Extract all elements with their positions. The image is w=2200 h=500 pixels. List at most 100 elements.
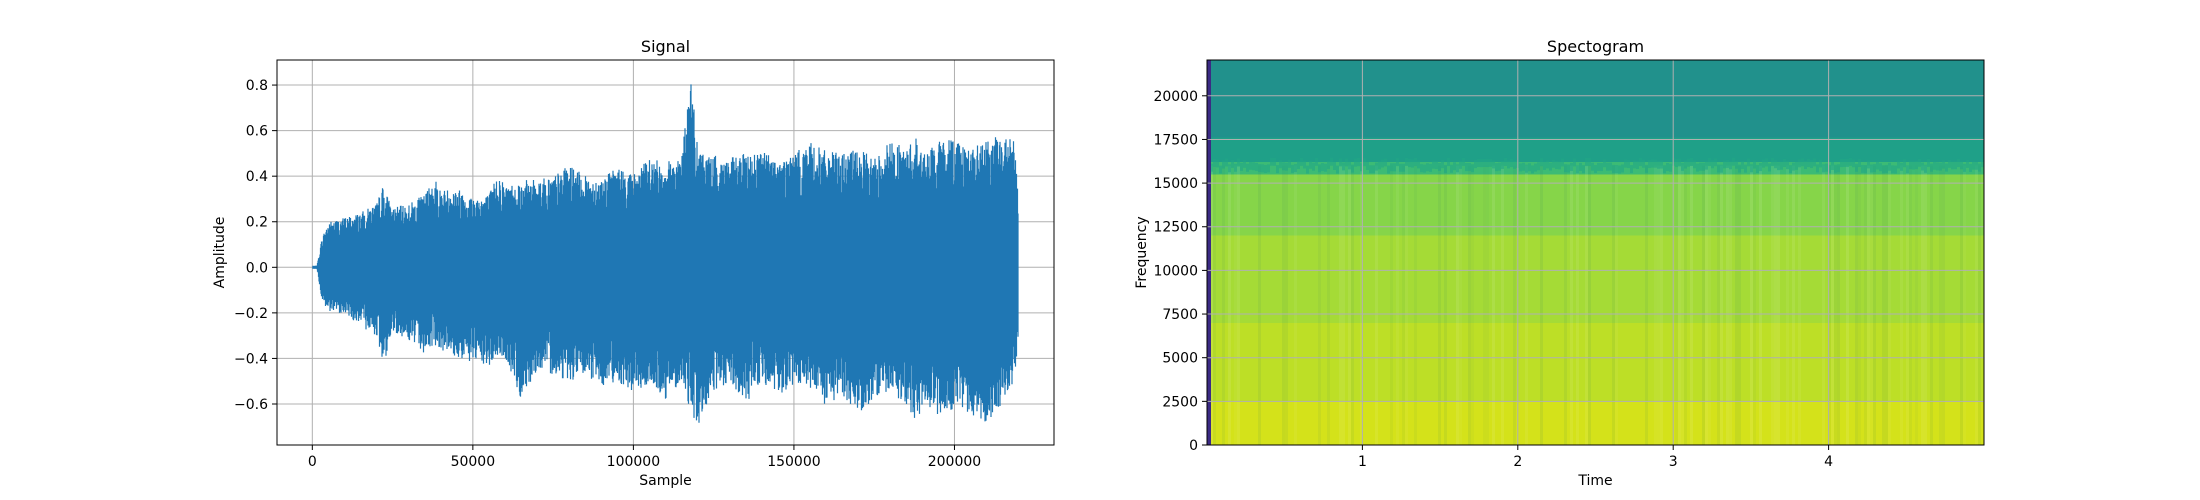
spectrogram-time-column <box>1645 165 1648 445</box>
spectrogram-cutoff-texture <box>1258 164 1261 173</box>
spectrogram-time-column <box>1468 165 1471 445</box>
spectrogram-cutoff-texture <box>1918 158 1921 167</box>
spectrogram-time-column <box>1459 165 1462 445</box>
spectrogram-cutoff-texture <box>1981 159 1984 168</box>
spectrogram-cutoff-texture <box>1288 159 1291 168</box>
spectrogram-cutoff-texture <box>1642 159 1645 168</box>
signal-x-tick-label: 100000 <box>607 454 660 470</box>
spectrogram-time-column <box>1660 165 1663 445</box>
spectrogram-time-column <box>1444 165 1447 445</box>
spectrogram-cutoff-texture <box>1414 158 1417 167</box>
spectrogram-cutoff-texture <box>1837 164 1840 173</box>
spectrogram-cutoff-texture <box>1915 161 1918 170</box>
spectrogram-cutoff-texture <box>1438 163 1441 172</box>
spectrogram-cutoff-texture <box>1228 164 1231 173</box>
spectrogram-cutoff-texture <box>1921 162 1924 171</box>
spectrogram-cutoff-texture <box>1633 160 1636 169</box>
spectrogram-cutoff-texture <box>1789 165 1792 174</box>
spectrogram-cutoff-texture <box>1222 160 1225 169</box>
spectrogram-time-column <box>1588 165 1591 445</box>
spectrogram-time-column <box>1228 165 1231 445</box>
spectrogram-leading-edge <box>1207 60 1211 445</box>
spectrogram-cutoff-texture <box>1318 164 1321 173</box>
signal-y-tick-label: 0.2 <box>246 215 268 231</box>
spectrogram-time-column <box>1975 165 1978 445</box>
spectrogram-time-column <box>1615 165 1618 445</box>
spectrogram-cutoff-texture <box>1603 159 1606 168</box>
spectrogram-time-column <box>1921 165 1924 445</box>
spectrogram-cutoff-texture <box>1924 164 1927 173</box>
spectrogram-time-column <box>1729 165 1732 445</box>
spectrogram-cutoff-texture <box>1240 162 1243 171</box>
spectrogram-time-column <box>1726 165 1729 445</box>
spectrogram-time-column <box>1360 165 1363 445</box>
signal-y-tick-label: 0.8 <box>246 78 268 94</box>
spectrogram-cutoff-texture <box>1501 160 1504 169</box>
spectrogram-cutoff-texture <box>1741 160 1744 169</box>
spectrogram-time-column <box>1390 165 1393 445</box>
spectrogram-cutoff-texture <box>1960 161 1963 170</box>
spectrogram-cutoff-texture <box>1783 158 1786 167</box>
spectrogram-panel: Spectogram 1 2 3 4 0 2500 5000 7500 10000 12500 1… <box>1134 37 1985 489</box>
spectrogram-x-tick-label: 2 <box>1513 454 1522 470</box>
spectrogram-cutoff-texture <box>1951 161 1954 170</box>
spectrogram-time-column <box>1867 165 1870 445</box>
spectrogram-cutoff-texture <box>1723 160 1726 169</box>
spectrogram-axes-frame <box>1206 59 1985 446</box>
spectrogram-y-tick-label: 12500 <box>1153 220 1198 236</box>
spectrogram-cutoff-texture <box>1861 164 1864 173</box>
spectrogram-cutoff-texture <box>1894 165 1897 174</box>
signal-panel: Signal 0 50000 100000 150000 200000 −0.6 −0.4… <box>212 37 1055 489</box>
signal-x-ticks: 0 50000 100000 150000 200000 <box>308 445 981 470</box>
spectrogram-cutoff-texture <box>1285 162 1288 171</box>
spectrogram-y-tick-label: 7500 <box>1162 307 1198 323</box>
spectrogram-cutoff-texture <box>1864 165 1867 174</box>
spectrogram-cutoff-texture <box>1711 160 1714 169</box>
spectrogram-cutoff-texture <box>1777 162 1780 171</box>
spectrogram-time-column <box>1708 165 1711 445</box>
spectrogram-time-column <box>1351 165 1354 445</box>
spectrogram-cutoff-texture <box>1975 161 1978 170</box>
spectrogram-cutoff-texture <box>1234 163 1237 172</box>
spectrogram-cutoff-texture <box>1510 159 1513 168</box>
spectrogram-cutoff-texture <box>1486 159 1489 168</box>
spectrogram-cutoff-texture <box>1558 161 1561 170</box>
spectrogram-cutoff-texture <box>1351 164 1354 173</box>
spectrogram-cutoff-texture <box>1699 162 1702 171</box>
spectrogram-cutoff-texture <box>1339 158 1342 167</box>
spectrogram-cutoff-texture <box>1363 158 1366 167</box>
spectrogram-cutoff-texture <box>1759 163 1762 172</box>
spectrogram-cutoff-texture <box>1294 164 1297 173</box>
spectrogram-cutoff-texture <box>1963 163 1966 172</box>
spectrogram-y-tick-label: 17500 <box>1153 132 1198 148</box>
spectrogram-cutoff-texture <box>1879 163 1882 172</box>
spectrogram-cutoff-texture <box>1654 159 1657 168</box>
spectrogram-y-tick-label: 10000 <box>1153 263 1198 279</box>
spectrogram-time-column <box>1318 165 1321 445</box>
spectrogram-cutoff-texture <box>1378 161 1381 170</box>
spectrogram-cutoff-texture <box>1312 162 1315 171</box>
spectrogram-cutoff-texture <box>1771 158 1774 167</box>
spectrogram-y-tick-label: 15000 <box>1153 176 1198 192</box>
spectrogram-cutoff-texture <box>1213 158 1216 167</box>
spectrogram-time-column <box>1690 165 1693 445</box>
spectrogram-cutoff-texture <box>1969 163 1972 172</box>
spectrogram-time-column <box>1576 165 1579 445</box>
spectrogram-cutoff-texture <box>1786 161 1789 170</box>
signal-y-ticks: −0.6 −0.4 −0.2 0.0 0.2 0.4 0.6 0.8 <box>234 78 277 413</box>
spectrogram-image <box>1207 60 1984 445</box>
spectrogram-cutoff-texture <box>1396 158 1399 167</box>
signal-y-tick-label: −0.6 <box>234 397 268 413</box>
spectrogram-cutoff-texture <box>1480 159 1483 168</box>
spectrogram-cutoff-texture <box>1810 160 1813 169</box>
signal-y-tick-label: −0.2 <box>234 306 268 322</box>
spectrogram-cutoff-texture <box>1849 157 1852 166</box>
spectrogram-cutoff-texture <box>1564 164 1567 173</box>
spectrogram-time-column <box>1501 165 1504 445</box>
spectrogram-cutoff-texture <box>1801 158 1804 167</box>
spectrogram-cutoff-texture <box>1678 158 1681 167</box>
spectrogram-cutoff-texture <box>1579 162 1582 171</box>
spectrogram-time-column <box>1858 165 1861 445</box>
spectrogram-cutoff-texture <box>1423 164 1426 173</box>
spectrogram-time-column <box>1828 165 1831 445</box>
